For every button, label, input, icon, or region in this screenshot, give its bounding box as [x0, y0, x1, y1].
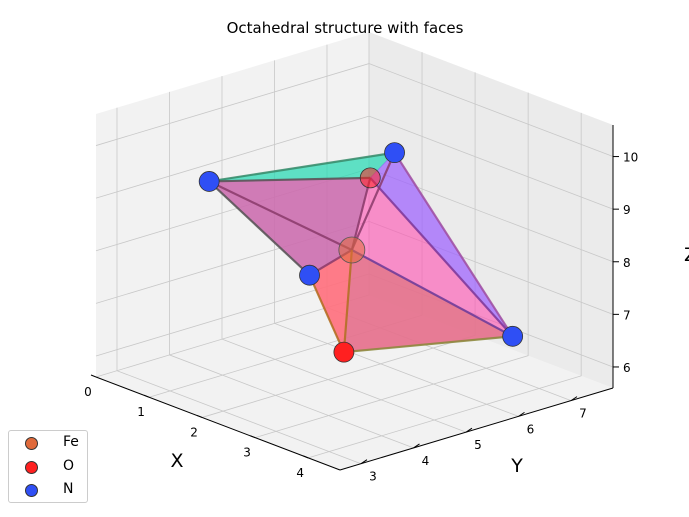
n-atom-marker — [198, 171, 220, 192]
y-tick-tick — [360, 459, 368, 465]
o-atom-marker — [359, 167, 381, 189]
tick-labels: 0 1 2 3 4 3 4 5 6 7 6 7 8 9 10 — [84, 151, 638, 484]
y-grid-line — [116, 107, 362, 465]
n-atom-marker — [384, 142, 405, 164]
y-tick-label: 7 — [579, 407, 587, 421]
bond-line — [208, 180, 353, 251]
z-tick-label: 9 — [623, 203, 631, 217]
bond-line — [343, 335, 513, 354]
y-tick-tick — [570, 396, 578, 402]
chart-title: Octahedral structure with faces — [227, 19, 464, 37]
legend-item-n: N — [9, 480, 89, 502]
y-axis-line — [339, 387, 614, 471]
bond-line — [208, 180, 311, 277]
y-tick-tick — [518, 411, 525, 417]
z-tick-label: 10 — [623, 151, 638, 165]
legend-item-o: O — [9, 457, 89, 479]
x-grid-line — [255, 92, 529, 439]
legend-label-n: N — [63, 481, 74, 497]
y-grid-line — [274, 60, 519, 417]
x-tick-label: 3 — [243, 446, 251, 460]
bond-line — [209, 151, 395, 183]
y-tick-tick — [413, 443, 420, 449]
x-axis-label: X — [170, 450, 183, 472]
octahedron-faces — [208, 152, 515, 353]
z-tick-label: 6 — [623, 361, 631, 375]
legend-marker-fe — [25, 437, 38, 450]
y-tick-tick — [465, 427, 473, 433]
y-grid-line — [169, 91, 414, 449]
legend-item-fe: Fe — [9, 433, 89, 455]
legend-label-fe: Fe — [63, 434, 79, 450]
y-grid-line — [221, 76, 467, 433]
legend-label-o: O — [63, 458, 75, 474]
bond-line — [351, 249, 514, 338]
n-atom-marker — [502, 325, 524, 347]
x-tick-label: 0 — [84, 385, 92, 399]
x-tick-label: 1 — [137, 405, 145, 419]
bond-lines — [208, 151, 514, 354]
bond-line — [350, 152, 396, 251]
x-tick-tick — [90, 374, 97, 378]
atom-markers — [198, 142, 524, 363]
x-axis-line — [95, 376, 341, 471]
axis-lines — [90, 125, 619, 471]
fe-atom-marker — [338, 236, 366, 264]
legend-marker-o — [25, 461, 38, 474]
y-axis-label: Y — [510, 455, 523, 477]
z-grid-line — [95, 115, 614, 210]
x-tick-label: 4 — [296, 466, 304, 480]
bond-line — [308, 274, 345, 353]
legend: Fe O N — [8, 430, 88, 503]
x-tick-tick — [302, 455, 309, 459]
x-tick-label: 2 — [190, 425, 198, 439]
z-grid-line — [95, 63, 614, 157]
bond-line — [369, 177, 514, 338]
y-tick-label: 5 — [474, 438, 482, 452]
legend-marker-n — [25, 484, 38, 497]
y-tick-label: 3 — [369, 470, 377, 484]
z-axis-label: Z — [684, 244, 689, 266]
n-atom-marker — [299, 264, 320, 286]
bond-line — [209, 176, 371, 183]
x-tick-tick — [143, 394, 150, 398]
x-tick-tick — [249, 435, 256, 439]
x-tick-tick — [196, 414, 203, 418]
x-grid-line — [308, 112, 582, 459]
y-tick-label: 6 — [527, 422, 535, 436]
bond-line — [342, 249, 353, 353]
z-tick-label: 8 — [623, 256, 631, 270]
y-tick-label: 4 — [422, 454, 430, 468]
o-atom-marker — [333, 341, 355, 363]
z-tick-label: 7 — [623, 308, 631, 322]
bond-line — [393, 152, 514, 337]
